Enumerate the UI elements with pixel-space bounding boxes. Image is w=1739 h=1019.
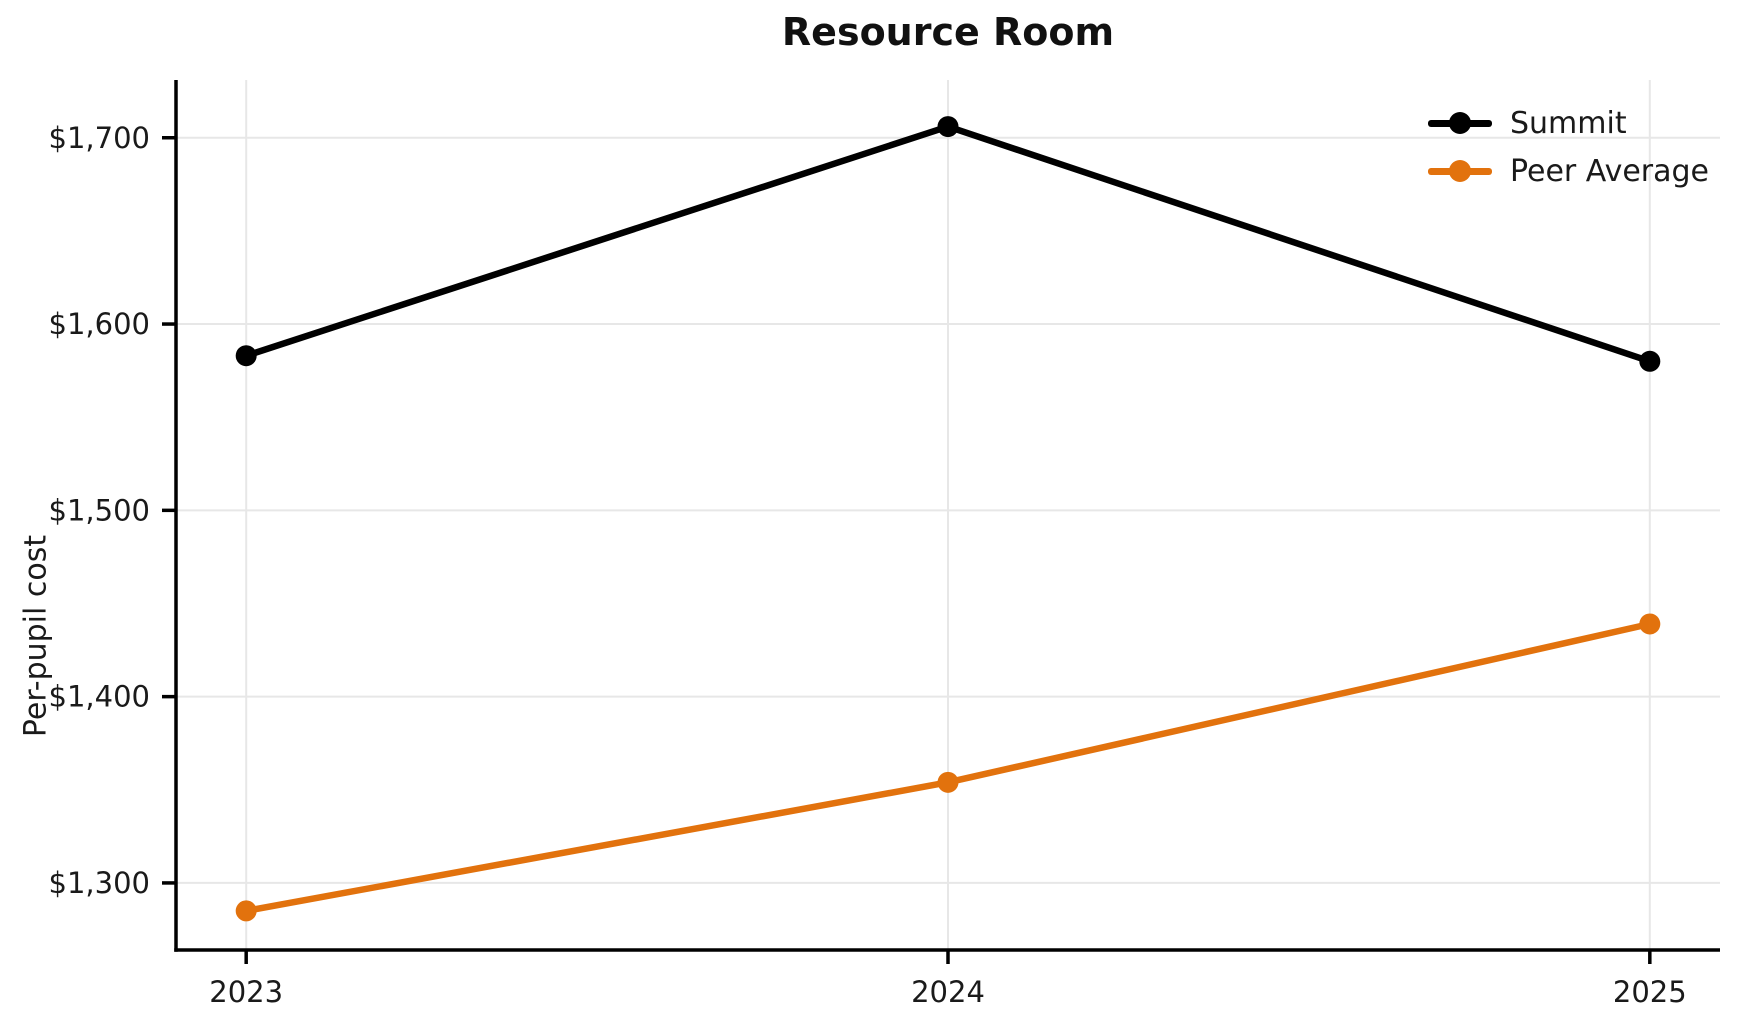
chart-title: Resource Room bbox=[781, 10, 1115, 54]
series-marker-summit bbox=[1639, 350, 1661, 372]
legend-label-summit: Summit bbox=[1510, 105, 1627, 141]
y-tick-label: $1,700 bbox=[49, 121, 150, 155]
series-marker-summit bbox=[235, 345, 257, 367]
x-tick-label: 2023 bbox=[209, 975, 283, 1009]
legend-line-sample-peer-average bbox=[1428, 160, 1492, 182]
series-marker-peer-average bbox=[235, 900, 257, 922]
series-marker-summit bbox=[937, 116, 959, 138]
legend-label-peer-average: Peer Average bbox=[1510, 153, 1709, 189]
legend-item-summit: Summit bbox=[1428, 102, 1709, 144]
y-tick-label: $1,400 bbox=[49, 680, 150, 714]
y-tick-label: $1,300 bbox=[49, 866, 150, 900]
series-marker-peer-average bbox=[1639, 613, 1661, 635]
y-tick-label: $1,500 bbox=[49, 493, 150, 527]
series-marker-peer-average bbox=[937, 771, 959, 793]
y-tick-label: $1,600 bbox=[49, 307, 150, 341]
x-tick-label: 2025 bbox=[1613, 975, 1687, 1009]
legend: Summit Peer Average bbox=[1428, 102, 1709, 192]
x-tick-label: 2024 bbox=[911, 975, 985, 1009]
legend-item-peer-average: Peer Average bbox=[1428, 150, 1709, 192]
legend-marker-icon bbox=[1449, 160, 1471, 182]
legend-marker-icon bbox=[1449, 112, 1471, 134]
legend-line-sample-summit bbox=[1428, 112, 1492, 134]
